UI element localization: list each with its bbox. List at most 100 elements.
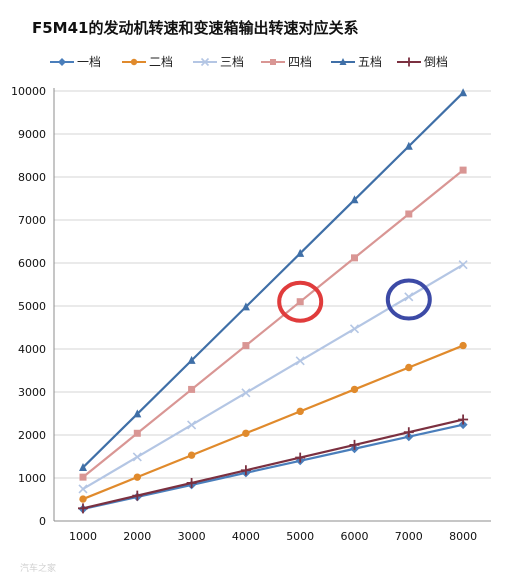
marker-shape xyxy=(130,58,138,66)
data-point xyxy=(240,465,251,476)
legend-marker xyxy=(58,58,66,66)
legend-marker xyxy=(339,58,347,65)
data-point xyxy=(78,503,88,514)
marker-shape xyxy=(351,254,358,262)
series-6 xyxy=(78,414,469,514)
data-point xyxy=(351,254,358,262)
legend-label: 倒档 xyxy=(424,55,448,69)
marker-shape xyxy=(405,210,413,218)
marker-shape xyxy=(459,88,468,97)
marker-shape xyxy=(295,356,305,366)
marker-shape xyxy=(404,141,413,150)
marker-shape xyxy=(187,420,197,430)
legend-item: 三档 xyxy=(193,55,244,69)
data-point xyxy=(186,477,197,488)
legend-label: 四档 xyxy=(288,55,312,69)
data-point xyxy=(133,473,141,481)
x-tick-label: 3000 xyxy=(178,530,206,543)
marker-shape xyxy=(349,439,360,450)
y-tick-label: 3000 xyxy=(18,386,46,399)
marker-shape xyxy=(200,57,210,67)
legend-label: 三档 xyxy=(220,55,244,69)
legend-label: 五档 xyxy=(358,55,382,69)
marker-shape xyxy=(133,409,142,418)
data-point xyxy=(350,195,359,204)
marker-shape xyxy=(133,429,141,437)
marker-shape xyxy=(187,355,196,364)
marker-shape xyxy=(296,248,305,257)
x-tick-label: 7000 xyxy=(395,530,423,543)
marker-shape xyxy=(459,166,467,174)
data-point xyxy=(404,141,413,150)
marker-shape xyxy=(241,302,250,311)
data-point xyxy=(133,429,141,437)
data-point xyxy=(79,473,87,481)
marker-shape xyxy=(458,420,468,430)
y-tick-label: 10000 xyxy=(11,85,46,98)
annotation-circle xyxy=(277,280,324,323)
y-tick-label: 9000 xyxy=(18,128,46,141)
marker-shape xyxy=(339,58,347,65)
legend-item: 二档 xyxy=(122,55,173,69)
marker-shape xyxy=(296,298,304,306)
marker-shape xyxy=(78,503,88,514)
y-tick-label: 8000 xyxy=(18,171,46,184)
data-point xyxy=(79,495,87,503)
data-point xyxy=(405,210,413,218)
data-point xyxy=(405,363,413,372)
marker-shape xyxy=(188,385,196,393)
marker-shape xyxy=(242,342,250,350)
marker-shape xyxy=(349,324,360,334)
marker-shape xyxy=(132,490,143,501)
data-point xyxy=(296,407,304,416)
legend-item: 五档 xyxy=(331,55,382,69)
data-point xyxy=(241,388,251,398)
data-point xyxy=(350,385,359,394)
data-point xyxy=(349,324,360,334)
marker-shape xyxy=(403,427,414,438)
data-point xyxy=(459,88,468,97)
marker-shape xyxy=(133,473,141,481)
data-point xyxy=(78,484,88,494)
marker-shape xyxy=(242,429,250,437)
data-point xyxy=(458,414,469,425)
marker-shape xyxy=(459,341,467,350)
marker-shape xyxy=(404,57,414,67)
x-tick-label: 2000 xyxy=(123,530,151,543)
marker-shape xyxy=(58,58,66,66)
data-point xyxy=(296,248,305,257)
data-point xyxy=(187,451,196,459)
series-line xyxy=(82,263,464,490)
data-point xyxy=(187,355,196,364)
data-point xyxy=(459,166,467,174)
legend-item: 四档 xyxy=(261,55,312,69)
data-point xyxy=(295,452,306,463)
marker-shape xyxy=(458,414,469,425)
data-point xyxy=(241,302,250,311)
series-3 xyxy=(78,260,468,494)
series-line xyxy=(82,169,464,478)
y-tick-label: 0 xyxy=(39,515,46,528)
data-point xyxy=(403,427,414,438)
marker-shape xyxy=(187,451,196,459)
data-point xyxy=(133,409,142,418)
marker-shape xyxy=(270,59,276,65)
legend-marker xyxy=(270,59,276,65)
legend-item: 一档 xyxy=(50,55,101,69)
marker-shape xyxy=(350,195,359,204)
marker-shape xyxy=(78,484,88,494)
marker-shape xyxy=(241,388,251,398)
legend-marker xyxy=(404,57,414,67)
legend-label: 一档 xyxy=(77,55,101,69)
watermark-text: 汽车之家 xyxy=(20,562,56,574)
series-5 xyxy=(79,88,468,471)
data-point xyxy=(296,298,304,306)
marker-shape xyxy=(458,260,468,270)
marker-shape xyxy=(79,473,87,481)
marker-shape xyxy=(404,292,414,302)
marker-shape xyxy=(79,462,87,471)
marker-shape xyxy=(350,385,359,394)
y-tick-label: 4000 xyxy=(18,343,46,356)
